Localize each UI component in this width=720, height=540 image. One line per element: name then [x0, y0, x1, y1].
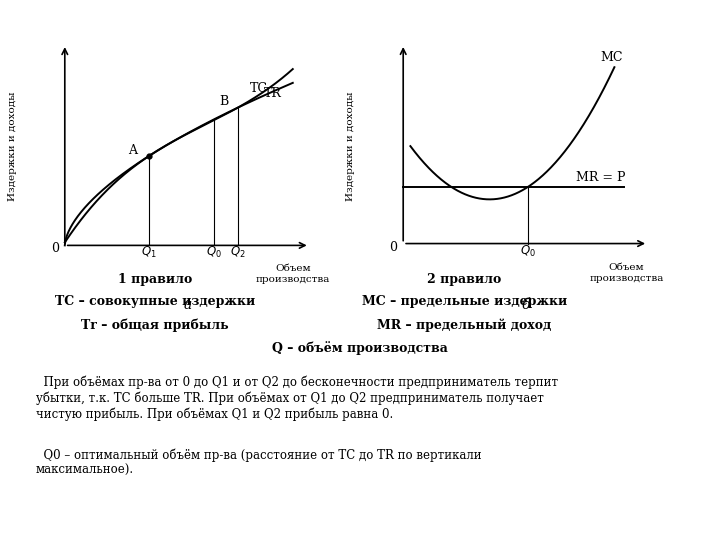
Text: $Q_0$: $Q_0$ — [520, 244, 536, 259]
Text: Издержки и доходы: Издержки и доходы — [8, 91, 17, 200]
Text: $Q_0$: $Q_0$ — [206, 245, 222, 260]
Text: МR – предельный доход: МR – предельный доход — [377, 318, 552, 332]
Text: TR: TR — [264, 87, 282, 100]
Text: $Q_2$: $Q_2$ — [230, 245, 246, 260]
Text: MR = P: MR = P — [576, 171, 626, 184]
Text: TC: TC — [250, 83, 268, 96]
Text: а: а — [183, 298, 192, 312]
Text: Объем
производства: Объем производства — [256, 264, 330, 284]
Text: Издержки и доходы: Издержки и доходы — [346, 91, 355, 200]
Text: 1 правило: 1 правило — [117, 273, 192, 286]
Text: Q – объём производства: Q – объём производства — [272, 341, 448, 355]
Text: Объем
производства: Объем производства — [589, 263, 664, 282]
Text: A: A — [128, 144, 138, 157]
Text: MC: MC — [600, 51, 623, 64]
Text: При объёмах пр-ва от 0 до Q1 и от Q2 до бесконечности предприниматель терпит
убы: При объёмах пр-ва от 0 до Q1 и от Q2 до … — [36, 376, 558, 421]
Text: б: б — [521, 298, 530, 312]
Text: 0: 0 — [390, 241, 397, 254]
Text: Тr – общая прибыль: Тr – общая прибыль — [81, 318, 229, 332]
Text: Q0 – оптимальный объём пр-ва (расстояние от ТС до TR по вертикали
максимальное).: Q0 – оптимальный объём пр-ва (расстояние… — [36, 449, 482, 477]
Text: 2 правило: 2 правило — [427, 273, 502, 286]
Text: 0: 0 — [51, 242, 59, 255]
Text: МС – предельные издержки: МС – предельные издержки — [361, 295, 567, 308]
Text: B: B — [220, 95, 229, 108]
Text: ТС – совокупные издержки: ТС – совокупные издержки — [55, 295, 255, 308]
Text: $Q_1$: $Q_1$ — [141, 245, 157, 260]
